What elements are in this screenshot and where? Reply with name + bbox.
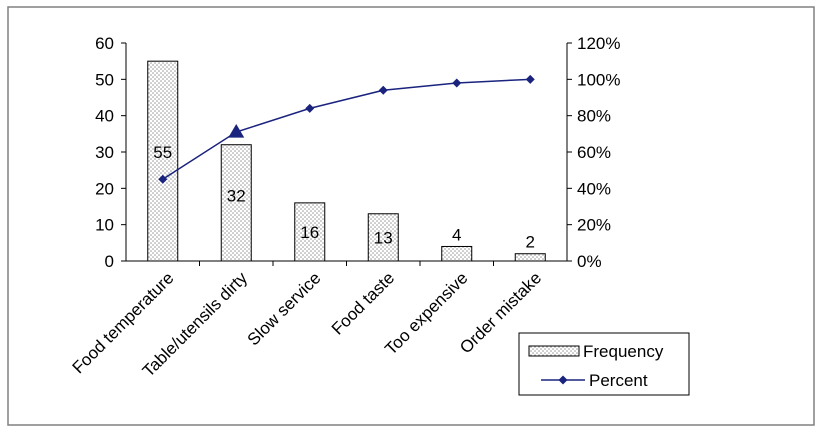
right-tick-label: 0% xyxy=(577,252,602,271)
right-tick-label: 60% xyxy=(577,143,611,162)
legend-box xyxy=(518,332,690,396)
data-label-2: 32 xyxy=(227,187,246,206)
bar-3 xyxy=(294,202,326,262)
legend-percent-label: Percent xyxy=(589,371,648,390)
left-tick-label: 10 xyxy=(95,216,114,235)
bar-1 xyxy=(147,60,179,262)
bar-2 xyxy=(220,144,252,262)
left-tick-label: 60 xyxy=(95,34,114,53)
percent-point xyxy=(378,85,388,95)
data-label-3: 16 xyxy=(300,223,319,242)
data-label-4: 13 xyxy=(374,228,393,247)
legend-percent-marker xyxy=(558,375,568,385)
chart-frame xyxy=(7,6,815,426)
bar-5 xyxy=(441,245,473,262)
percent-point xyxy=(452,78,462,88)
left-tick-label: 0 xyxy=(105,252,114,271)
left-tick-label: 20 xyxy=(95,179,114,198)
right-tick-label: 80% xyxy=(577,107,611,126)
right-tick-label: 120% xyxy=(577,34,620,53)
bar-4 xyxy=(367,213,399,262)
data-label-5: 4 xyxy=(452,225,461,244)
left-tick-label: 40 xyxy=(95,107,114,126)
data-label-1: 55 xyxy=(153,143,172,162)
left-tick-label: 50 xyxy=(95,70,114,89)
axes: 0 10 20 30 40 50 60 0% 20% 40% 60% 80% 100% 120% xyxy=(95,34,620,271)
right-tick-label: 40% xyxy=(577,179,611,198)
percent-point xyxy=(305,103,315,113)
bar-6 xyxy=(514,253,546,262)
percent-series-line xyxy=(162,78,531,180)
percent-point-highlighted xyxy=(228,124,245,138)
bars xyxy=(147,60,546,262)
data-label-6: 2 xyxy=(526,233,535,252)
left-tick-label: 30 xyxy=(95,143,114,162)
legend-frequency-label: Frequency xyxy=(583,342,664,361)
percent-point xyxy=(158,174,168,184)
right-tick-label: 20% xyxy=(577,216,611,235)
right-tick-label: 100% xyxy=(577,70,620,89)
percent-point xyxy=(525,74,535,84)
data-labels: 55 32 16 13 4 2 xyxy=(153,143,535,252)
percent-line xyxy=(158,74,535,184)
legend: Frequency Percent xyxy=(518,332,690,396)
legend-frequency-swatch xyxy=(528,345,580,357)
